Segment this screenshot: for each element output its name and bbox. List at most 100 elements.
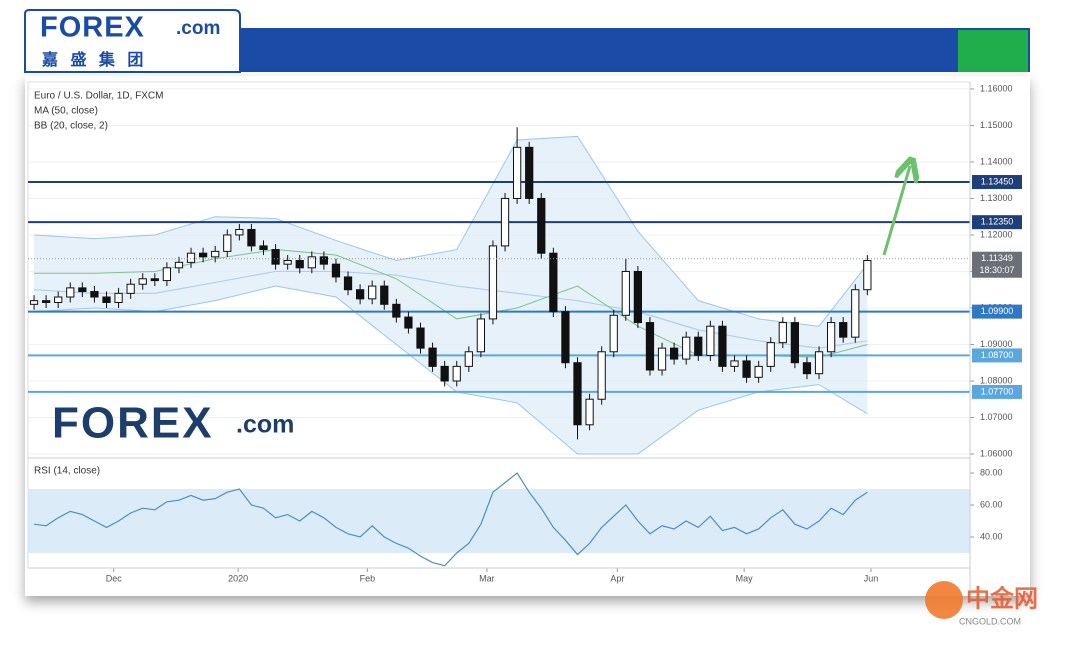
candle-body — [669, 347, 679, 360]
chart-layer: 1.160001.150001.140001.130001.120001.110… — [28, 82, 1022, 590]
candle-body — [500, 197, 510, 247]
candle-body — [319, 256, 329, 265]
y-tick-label: 1.06000 — [980, 448, 1013, 458]
trend-arrow — [882, 166, 910, 256]
candle-body — [102, 296, 111, 303]
countdown: 18:30:07 — [979, 265, 1014, 275]
logo-tab — [24, 9, 241, 73]
candle-body — [561, 311, 570, 364]
candle-body — [742, 360, 751, 378]
candle-body — [295, 260, 304, 269]
y-tick-label: 1.07000 — [980, 412, 1013, 422]
logo-suffix: .com — [176, 18, 220, 39]
y-tick-label: 1.15000 — [980, 120, 1013, 130]
candle-body — [404, 316, 413, 329]
candle-body — [186, 252, 196, 263]
candle-body — [537, 197, 546, 254]
x-tick-label: Mar — [479, 573, 495, 583]
candle-body — [162, 267, 172, 282]
candle-body — [223, 234, 232, 252]
level-label: 1.07700 — [981, 386, 1014, 396]
candle-body — [307, 256, 316, 269]
candle-body — [839, 322, 848, 338]
legend-entry: BB (20, close, 2) — [34, 121, 108, 132]
candle-body — [29, 300, 39, 305]
corner-site: CNGOLD.COM — [959, 616, 1021, 626]
candle-body — [66, 287, 75, 298]
corner-logo-icon — [925, 581, 963, 619]
y-tick-label: 40.00 — [980, 531, 1003, 541]
candle-body — [802, 362, 812, 375]
y-tick-label: 60.00 — [980, 499, 1003, 509]
level-label-box — [972, 304, 1022, 319]
level-label: 1.08700 — [981, 350, 1014, 360]
candle-body — [283, 260, 292, 265]
y-tick-label: 1.09000 — [980, 339, 1013, 349]
candle-body — [754, 365, 763, 378]
level-label-box — [972, 384, 1022, 399]
legend-entry: MA (50, close) — [34, 106, 98, 117]
candle-body — [549, 252, 558, 313]
candle-body — [790, 322, 800, 364]
candle-body — [863, 260, 872, 291]
x-tick-label: May — [736, 573, 754, 583]
candle-body — [682, 336, 691, 360]
last-price-label: 1.11349 — [981, 253, 1013, 263]
candle-body — [525, 146, 534, 199]
y-tick-label: 1.13000 — [980, 193, 1013, 203]
candle-body — [331, 263, 341, 278]
level-label-box — [972, 175, 1022, 190]
level-label: 1.13450 — [981, 176, 1014, 186]
candle-body — [380, 285, 389, 305]
level-label-box — [972, 215, 1022, 230]
candle-body — [114, 292, 123, 303]
y-tick-label: 1.16000 — [980, 83, 1013, 93]
candle-body — [138, 278, 147, 285]
candle-body — [198, 252, 208, 258]
candle-body — [259, 245, 268, 251]
watermark-logo: FOREX — [52, 399, 214, 448]
candle-body — [706, 325, 715, 356]
candle-body — [452, 365, 461, 382]
level-label: 1.09900 — [981, 306, 1014, 316]
y-tick-label: 1.12000 — [980, 229, 1013, 239]
candle-body — [428, 347, 437, 367]
y-tick-label: 80.00 — [980, 467, 1003, 477]
candle-body — [90, 291, 99, 298]
candle-body — [416, 327, 425, 349]
level-label-box — [972, 348, 1022, 363]
candle-body — [368, 285, 377, 300]
candle-body — [150, 278, 159, 282]
watermark-suffix: .com — [236, 411, 294, 439]
candle-body — [585, 398, 594, 426]
candle-body — [41, 300, 51, 303]
candle-body — [633, 270, 643, 324]
candle-body — [730, 360, 739, 367]
level-label: 1.12350 — [981, 217, 1014, 227]
candle-body — [826, 322, 836, 353]
candle-body — [657, 347, 667, 371]
rsi-band — [28, 489, 970, 553]
logo: FOREX — [40, 12, 145, 44]
candle-body — [174, 261, 184, 269]
pane-title: RSI (14, close) — [34, 466, 100, 477]
candle-body — [512, 146, 522, 199]
candle-body — [247, 228, 256, 247]
x-tick-label: Feb — [360, 573, 376, 583]
y-tick-label: 1.14000 — [980, 156, 1013, 166]
x-tick-label: Dec — [106, 573, 123, 583]
candle-body — [621, 270, 630, 316]
candle-body — [766, 342, 775, 367]
candle-body — [54, 296, 63, 303]
candle-body — [645, 322, 655, 371]
rsi-line — [33, 472, 868, 567]
candle-body — [392, 303, 401, 318]
y-tick-label: 1.08000 — [980, 375, 1013, 385]
candle-body — [126, 283, 135, 294]
logo-subtitle: 嘉 盛 集 团 — [41, 50, 147, 69]
candle-body — [211, 250, 220, 258]
bollinger-band — [34, 136, 868, 454]
candle-body — [814, 351, 824, 375]
